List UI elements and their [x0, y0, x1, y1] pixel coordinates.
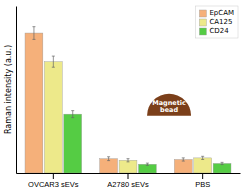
- legend-item: EpCAM: [199, 9, 234, 17]
- bead-shape: [147, 94, 191, 116]
- x-tick: OVCAR3 sEVs: [28, 173, 79, 189]
- error-bar-line: [201, 156, 204, 157]
- x-tick-label: PBS: [195, 180, 210, 189]
- error-bar-line: [183, 158, 184, 161]
- bar: [64, 114, 82, 173]
- error-bar-line: [221, 164, 224, 165]
- error-bar-line: [108, 157, 109, 161]
- error-bar: [146, 163, 149, 165]
- error-bar-line: [53, 56, 54, 67]
- error-bar: [32, 27, 35, 40]
- error-bar-line: [146, 163, 149, 164]
- legend-item: CD24: [199, 27, 229, 35]
- legend-item: CA125: [199, 18, 232, 26]
- bar: [194, 158, 212, 173]
- error-bar: [221, 162, 224, 164]
- error-bar-line: [72, 111, 73, 118]
- series: [64, 111, 231, 173]
- y-axis: [16, 7, 17, 174]
- error-bar-line: [33, 27, 34, 40]
- bar: [213, 163, 231, 173]
- legend-label: CD24: [209, 27, 229, 35]
- x-tick: PBS: [195, 173, 210, 189]
- legend-frame: [195, 6, 238, 38]
- error-bar-line: [107, 160, 110, 161]
- chart: OVCAR3 sEVs A2780 sEVs PBS Magneticbead EpCA…: [0, 0, 244, 189]
- y-label: Raman intensity (a.u.): [4, 45, 13, 134]
- legend-swatch: [199, 19, 206, 26]
- bar: [138, 164, 156, 173]
- error-bar-line: [221, 162, 224, 163]
- x-tick: A2780 sEVs: [107, 173, 149, 189]
- legend-label: CA125: [209, 18, 232, 26]
- series: [25, 27, 192, 173]
- annotation-line: bead: [160, 106, 178, 114]
- error-bar-line: [52, 56, 55, 57]
- x-tick-mark: [128, 173, 129, 179]
- x-tick-mark: [53, 173, 54, 179]
- error-bar-line: [71, 117, 74, 118]
- legend-label: EpCAM: [209, 9, 234, 17]
- x-tick-label: A2780 sEVs: [107, 180, 149, 189]
- annotation: Magneticbead: [152, 99, 186, 114]
- x-axis: OVCAR3 sEVs A2780 sEVs PBS: [17, 173, 241, 189]
- error-bar-line: [127, 161, 130, 162]
- error-bar-line: [128, 159, 129, 162]
- error-bar-line: [182, 157, 185, 158]
- y-axis-line: [16, 7, 17, 174]
- error-bar: [107, 157, 110, 161]
- bead: [147, 94, 191, 116]
- error-bar-line: [107, 156, 110, 157]
- x-tick-mark: [202, 173, 203, 179]
- error-bar: [127, 159, 130, 162]
- error-bar-line: [127, 158, 130, 159]
- error-bar: [201, 156, 204, 159]
- x-tick-label: OVCAR3 sEVs: [28, 180, 79, 189]
- legend-swatch: [199, 28, 206, 35]
- error-bar-line: [182, 161, 185, 162]
- legend: EpCAMCA125CD24: [195, 6, 238, 38]
- error-bar-line: [32, 39, 35, 40]
- bars: [25, 27, 231, 173]
- error-bar-line: [32, 26, 35, 27]
- bar: [119, 160, 137, 173]
- bar: [174, 159, 192, 173]
- error-bar-line: [146, 165, 149, 166]
- error-bar-line: [222, 162, 223, 164]
- error-bar-line: [201, 159, 204, 160]
- plot: OVCAR3 sEVs A2780 sEVs PBS Magneticbead EpCA…: [17, 6, 241, 189]
- series: [44, 56, 211, 173]
- error-bar: [71, 111, 74, 118]
- error-bar-line: [202, 156, 203, 159]
- error-bar-line: [71, 110, 74, 111]
- error-bar-line: [147, 163, 148, 165]
- bar: [100, 159, 118, 173]
- bar: [25, 33, 43, 173]
- bar: [44, 62, 62, 173]
- error-bar: [52, 56, 55, 67]
- legend-swatch: [199, 10, 206, 17]
- error-bar-line: [52, 67, 55, 68]
- error-bar: [182, 158, 185, 161]
